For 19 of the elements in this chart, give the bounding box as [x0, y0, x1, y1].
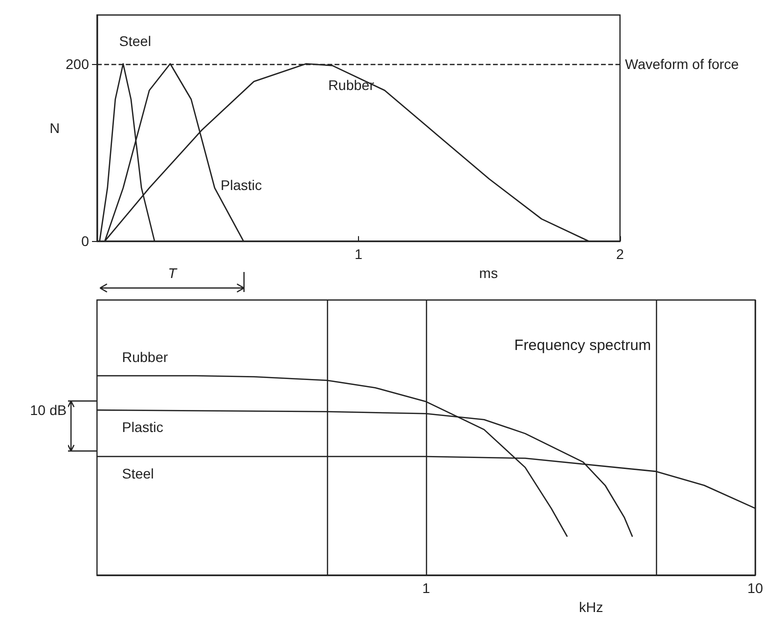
x-axis-title: kHz — [579, 599, 604, 615]
x-tick-label: 10 — [747, 580, 764, 596]
x-axis-title: ms — [479, 265, 498, 281]
x-tick-label: 1 — [354, 246, 363, 262]
x-tick-label: 2 — [616, 246, 624, 262]
text: 10 dB — [30, 402, 67, 418]
y-tick-label: 0 — [81, 233, 90, 250]
series-label: Steel — [122, 465, 154, 482]
series-label: Rubber — [328, 76, 374, 93]
ref-line-label: Waveform of force — [625, 56, 740, 72]
y-axis-title: N — [50, 120, 60, 136]
series-label: Rubber — [122, 348, 168, 365]
x-tick-label: 1 — [422, 580, 430, 596]
y-tick-label: 200 — [66, 56, 90, 72]
series-label: Plastic — [220, 176, 262, 193]
chart-title: Frequency spectrum — [514, 337, 652, 354]
text: T — [168, 265, 177, 281]
series-label: Steel — [119, 32, 152, 49]
series-label: Plastic — [122, 419, 164, 436]
